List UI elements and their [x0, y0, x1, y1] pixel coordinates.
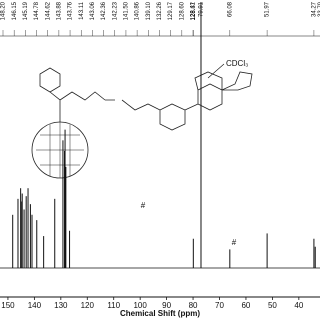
peak-label: 66.08 — [227, 1, 233, 17]
x-tick-label: 140 — [28, 301, 42, 310]
x-tick-label: 70 — [215, 301, 224, 310]
x-tick-label: 130 — [54, 301, 68, 310]
peak-label: 143.76 — [68, 1, 74, 20]
x-tick-label: 150 — [1, 301, 15, 310]
peak-label: 143.88 — [56, 1, 62, 20]
x-tick-label: 80 — [189, 301, 198, 310]
peak-label: 132.26 — [157, 1, 163, 20]
peak-label: 148.20 — [1, 1, 7, 20]
peak-label: 142.36 — [101, 1, 107, 20]
annotation: CDCl₃ — [226, 59, 248, 68]
peak-label: 79.91 — [199, 1, 205, 17]
peak-label: 141.50 — [124, 1, 130, 20]
molecule-bonds — [39, 67, 253, 131]
x-tick-label: 100 — [133, 301, 147, 310]
x-tick-label: 120 — [81, 301, 95, 310]
x-tick-label: 40 — [294, 301, 303, 310]
peak-label: 128.41 — [191, 1, 197, 20]
peak-label: 140.86 — [135, 1, 141, 20]
peak-label: 145.19 — [23, 1, 29, 20]
peak-label: 142.23 — [112, 1, 118, 20]
peak-label: 128.37 — [191, 1, 197, 20]
peak-label: 33.79 — [318, 1, 320, 17]
x-tick-label: 60 — [241, 301, 250, 310]
peak-label: 144.78 — [34, 1, 40, 20]
x-tick-label: 90 — [162, 301, 171, 310]
peak-label: 51.97 — [265, 1, 271, 17]
annotation-arrow — [207, 63, 225, 79]
annotation: # — [232, 238, 237, 247]
peak-label: 129.17 — [168, 1, 174, 20]
structure — [31, 67, 253, 179]
fullerene-mesh — [36, 122, 84, 178]
peak-label: 128.60 — [179, 1, 185, 20]
peak-label: 139.10 — [146, 1, 152, 20]
peak-label: 146.15 — [12, 1, 18, 20]
peak-label: 34.27 — [311, 1, 317, 17]
peak-label: 143.06 — [90, 1, 96, 20]
x-axis-title: Chemical Shift (ppm) — [120, 309, 200, 318]
peak-label: 143.11 — [79, 1, 85, 20]
x-tick-label: 50 — [268, 301, 277, 310]
annotation: # — [141, 201, 146, 210]
peak-label: 144.62 — [45, 1, 51, 20]
x-tick-label: 110 — [107, 301, 120, 310]
